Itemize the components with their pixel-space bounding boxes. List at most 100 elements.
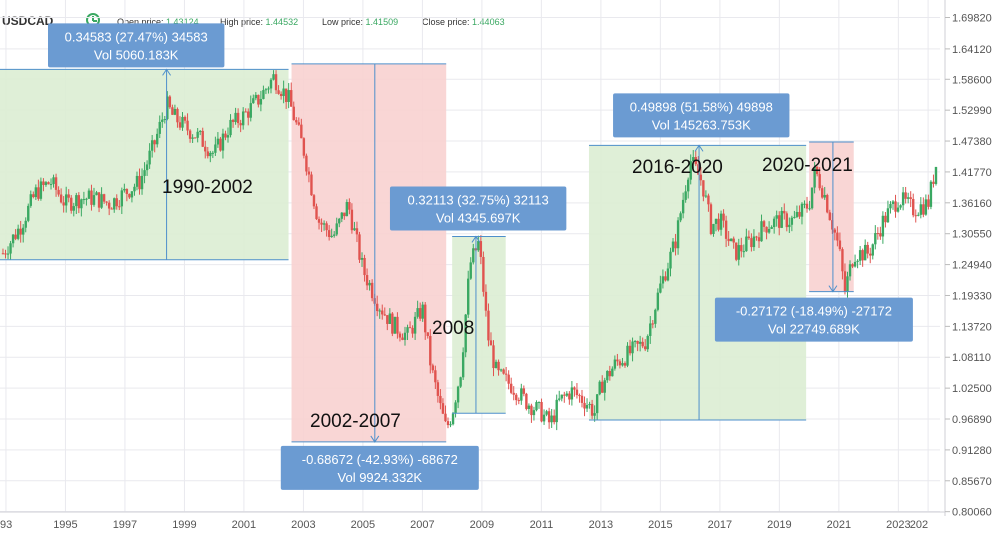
candle-body bbox=[578, 395, 581, 397]
x-tick-label: 202 bbox=[910, 519, 928, 531]
candle-body bbox=[555, 399, 558, 423]
candle-body bbox=[679, 213, 682, 221]
candle-body bbox=[831, 220, 834, 230]
x-tick-label: 2013 bbox=[589, 519, 613, 531]
candle-body bbox=[886, 208, 890, 223]
candle-body bbox=[611, 368, 614, 377]
candle-body bbox=[841, 249, 844, 272]
candle-body bbox=[295, 120, 298, 123]
candle-body bbox=[173, 108, 177, 115]
candle-body bbox=[917, 214, 920, 216]
candle-body bbox=[747, 236, 751, 239]
candle-body bbox=[391, 313, 394, 334]
candle-body bbox=[100, 194, 103, 208]
candle-body bbox=[692, 157, 695, 162]
candle-body bbox=[120, 190, 124, 207]
candle-body bbox=[603, 380, 606, 393]
candle-body bbox=[755, 236, 758, 238]
y-tick-label: 0.80060 bbox=[952, 507, 992, 519]
measure-change-text: 0.32113 (32.75%) 32113 bbox=[408, 192, 549, 207]
x-tick-label: 2023 bbox=[886, 519, 910, 531]
period-label: 2020-2021 bbox=[762, 155, 853, 176]
candle-body bbox=[821, 188, 824, 198]
candle-body bbox=[575, 389, 579, 396]
x-tick-label: 1997 bbox=[113, 519, 137, 531]
candle-body bbox=[163, 119, 166, 121]
candle-body bbox=[393, 316, 397, 334]
measure-change-text: -0.68672 (-42.93%) -68672 bbox=[302, 452, 458, 467]
candle-body bbox=[934, 166, 938, 184]
y-tick-label: 0.96890 bbox=[952, 414, 992, 426]
candle-body bbox=[532, 410, 536, 416]
candle-body bbox=[330, 235, 333, 237]
candle-body bbox=[204, 146, 207, 152]
candle-body bbox=[547, 411, 551, 423]
candle-body bbox=[267, 88, 270, 90]
candle-body bbox=[636, 341, 639, 344]
candle-body bbox=[360, 257, 364, 260]
x-tick-label: 2019 bbox=[767, 519, 791, 531]
candle-body bbox=[502, 369, 505, 374]
candle-body bbox=[292, 106, 295, 121]
candle-body bbox=[264, 89, 268, 91]
candle-body bbox=[44, 182, 48, 185]
candle-body bbox=[97, 192, 101, 208]
candle-body bbox=[37, 187, 40, 199]
candle-body bbox=[545, 411, 548, 415]
candle-body bbox=[638, 341, 642, 344]
candle-body bbox=[848, 264, 852, 277]
candle-body bbox=[853, 261, 857, 267]
candle-body bbox=[284, 88, 288, 102]
candle-body bbox=[542, 414, 546, 422]
candle-body bbox=[456, 386, 460, 403]
candle-body bbox=[434, 370, 437, 383]
candle-body bbox=[922, 204, 925, 215]
measure-arrow bbox=[828, 285, 838, 293]
x-tick-label: 2007 bbox=[410, 519, 434, 531]
candle-body bbox=[608, 370, 612, 377]
candle-body bbox=[70, 197, 73, 211]
candle-body bbox=[198, 130, 202, 132]
candle-body bbox=[467, 278, 470, 315]
candle-body bbox=[593, 413, 596, 416]
candle-body bbox=[353, 228, 356, 231]
y-tick-label: 1.58600 bbox=[952, 74, 992, 86]
y-tick-label: 1.24940 bbox=[952, 260, 992, 272]
candle-body bbox=[492, 345, 495, 369]
candle-body bbox=[729, 238, 733, 242]
candle-body bbox=[107, 202, 111, 209]
measure-change-text: 0.34583 (27.47%) 34583 bbox=[65, 29, 208, 44]
candle-body bbox=[598, 381, 601, 395]
candle-body bbox=[515, 394, 518, 401]
candle-body bbox=[282, 88, 285, 97]
candle-body bbox=[290, 90, 293, 107]
candle-body bbox=[621, 363, 624, 366]
candle-body bbox=[676, 220, 680, 249]
candle-body bbox=[340, 212, 343, 219]
candle-body bbox=[628, 345, 632, 354]
candle-body bbox=[95, 192, 98, 196]
candle-body bbox=[297, 122, 301, 125]
candle-body bbox=[552, 415, 556, 423]
candle-body bbox=[833, 229, 837, 233]
candle-body bbox=[469, 262, 472, 279]
candle-body bbox=[125, 188, 129, 194]
y-tick-label: 1.52990 bbox=[952, 105, 992, 117]
measure-change-text: 0.49898 (51.58%) 49898 bbox=[630, 99, 773, 114]
candle-body bbox=[206, 151, 209, 157]
candle-body bbox=[843, 271, 847, 292]
y-tick-label: 1.64120 bbox=[952, 44, 992, 56]
candle-body bbox=[368, 282, 371, 286]
candle-body bbox=[272, 74, 275, 80]
candle-body bbox=[424, 304, 427, 333]
candle-body bbox=[201, 130, 204, 147]
candle-body bbox=[778, 215, 781, 228]
candle-body bbox=[826, 194, 829, 213]
candle-body bbox=[836, 232, 839, 241]
candle-body bbox=[535, 402, 538, 411]
candle-body bbox=[229, 119, 232, 136]
candle-body bbox=[211, 152, 215, 154]
candle-body bbox=[866, 244, 869, 254]
candle-body bbox=[277, 90, 280, 94]
